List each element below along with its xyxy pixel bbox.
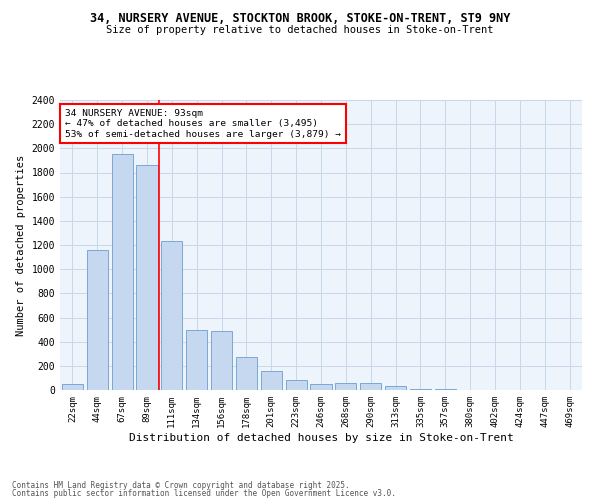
Text: Contains HM Land Registry data © Crown copyright and database right 2025.: Contains HM Land Registry data © Crown c… xyxy=(12,480,350,490)
Bar xyxy=(335,383,356,390)
Bar xyxy=(410,389,431,390)
Y-axis label: Number of detached properties: Number of detached properties xyxy=(16,154,26,336)
Bar xyxy=(385,386,406,390)
Bar xyxy=(112,154,133,390)
Bar xyxy=(236,358,257,390)
X-axis label: Distribution of detached houses by size in Stoke-on-Trent: Distribution of detached houses by size … xyxy=(128,432,514,442)
Text: Contains public sector information licensed under the Open Government Licence v3: Contains public sector information licen… xyxy=(12,489,396,498)
Text: 34, NURSERY AVENUE, STOCKTON BROOK, STOKE-ON-TRENT, ST9 9NY: 34, NURSERY AVENUE, STOCKTON BROOK, STOK… xyxy=(90,12,510,26)
Text: Size of property relative to detached houses in Stoke-on-Trent: Size of property relative to detached ho… xyxy=(106,25,494,35)
Bar xyxy=(161,242,182,390)
Bar xyxy=(136,165,158,390)
Text: 34 NURSERY AVENUE: 93sqm
← 47% of detached houses are smaller (3,495)
53% of sem: 34 NURSERY AVENUE: 93sqm ← 47% of detach… xyxy=(65,108,341,138)
Bar xyxy=(87,250,108,390)
Bar xyxy=(360,384,381,390)
Bar xyxy=(310,384,332,390)
Bar xyxy=(211,331,232,390)
Bar xyxy=(261,372,282,390)
Bar xyxy=(62,384,83,390)
Bar xyxy=(186,330,207,390)
Bar xyxy=(286,380,307,390)
